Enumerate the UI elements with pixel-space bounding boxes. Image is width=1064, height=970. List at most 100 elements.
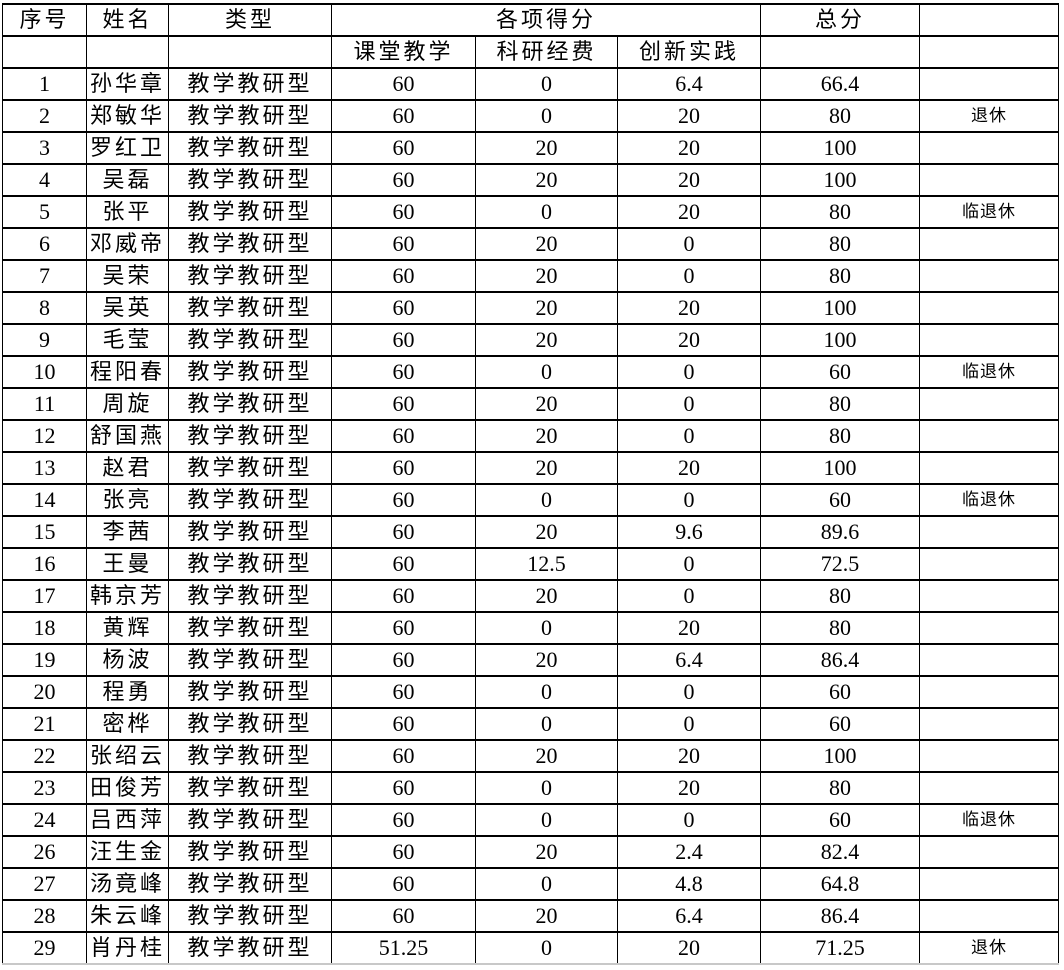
cell-classroom-score: 60 bbox=[331, 451, 476, 485]
cell-index: 1 bbox=[2, 67, 87, 101]
table-row: 19 杨波 教学教研型 60 20 6.4 86.4 bbox=[2, 643, 1059, 677]
cell-name: 汤竟峰 bbox=[86, 867, 169, 901]
cell-total-score: 60 bbox=[760, 483, 920, 517]
cell-index: 17 bbox=[2, 579, 87, 613]
cell-note bbox=[919, 227, 1059, 261]
cell-innovation-score: 0 bbox=[617, 419, 761, 453]
header-row-sub: 课堂教学 科研经费 创新实践 bbox=[2, 35, 1059, 69]
header-index: 序号 bbox=[2, 3, 87, 37]
cell-innovation-score: 0 bbox=[617, 355, 761, 389]
cell-note bbox=[919, 67, 1059, 101]
cell-note bbox=[919, 291, 1059, 325]
cell-total-score: 80 bbox=[760, 387, 920, 421]
cell-name: 汪生金 bbox=[86, 835, 169, 869]
cell-note bbox=[919, 547, 1059, 581]
cell-innovation-score: 20 bbox=[617, 931, 761, 965]
cell-innovation-score: 6.4 bbox=[617, 643, 761, 677]
table-row: 27 汤竟峰 教学教研型 60 0 4.8 64.8 bbox=[2, 867, 1059, 901]
table-row: 22 张绍云 教学教研型 60 20 20 100 bbox=[2, 739, 1059, 773]
cell-research-score: 0 bbox=[475, 483, 618, 517]
cell-index: 11 bbox=[2, 387, 87, 421]
cell-name: 杨波 bbox=[86, 643, 169, 677]
cell-type: 教学教研型 bbox=[168, 483, 332, 517]
table-row: 4 吴磊 教学教研型 60 20 20 100 bbox=[2, 163, 1059, 197]
header-name-empty bbox=[86, 35, 169, 69]
cell-classroom-score: 60 bbox=[331, 835, 476, 869]
table-row: 23 田俊芳 教学教研型 60 0 20 80 bbox=[2, 771, 1059, 805]
cell-name: 程勇 bbox=[86, 675, 169, 709]
cell-research-score: 20 bbox=[475, 387, 618, 421]
cell-note bbox=[919, 739, 1059, 773]
cell-note bbox=[919, 259, 1059, 293]
header-note-empty bbox=[919, 35, 1059, 69]
cell-index: 16 bbox=[2, 547, 87, 581]
cell-innovation-score: 20 bbox=[617, 771, 761, 805]
cell-type: 教学教研型 bbox=[168, 99, 332, 133]
cell-classroom-score: 60 bbox=[331, 707, 476, 741]
cell-index: 21 bbox=[2, 707, 87, 741]
cell-name: 舒国燕 bbox=[86, 419, 169, 453]
table-row: 7 吴荣 教学教研型 60 20 0 80 bbox=[2, 259, 1059, 293]
cell-research-score: 0 bbox=[475, 195, 618, 229]
cell-name: 田俊芳 bbox=[86, 771, 169, 805]
cell-innovation-score: 0 bbox=[617, 259, 761, 293]
cell-research-score: 20 bbox=[475, 131, 618, 165]
cell-type: 教学教研型 bbox=[168, 931, 332, 965]
cell-name: 密桦 bbox=[86, 707, 169, 741]
cell-research-score: 0 bbox=[475, 931, 618, 965]
cell-research-score: 20 bbox=[475, 739, 618, 773]
header-row-main: 序号 姓名 类型 各项得分 总分 bbox=[2, 3, 1059, 37]
header-research-funding: 科研经费 bbox=[475, 35, 618, 69]
table-header: 序号 姓名 类型 各项得分 总分 课堂教学 科研经费 创新实践 bbox=[2, 3, 1059, 69]
cell-index: 28 bbox=[2, 899, 87, 933]
scores-table: 序号 姓名 类型 各项得分 总分 课堂教学 科研经费 创新实践 1 孙华章 教学… bbox=[2, 3, 1059, 965]
cell-classroom-score: 60 bbox=[331, 611, 476, 645]
cell-total-score: 80 bbox=[760, 579, 920, 613]
cell-note bbox=[919, 899, 1059, 933]
cell-note bbox=[919, 675, 1059, 709]
cell-research-score: 20 bbox=[475, 643, 618, 677]
cell-type: 教学教研型 bbox=[168, 291, 332, 325]
cell-type: 教学教研型 bbox=[168, 835, 332, 869]
cell-classroom-score: 60 bbox=[331, 323, 476, 357]
cell-index: 10 bbox=[2, 355, 87, 389]
cell-total-score: 100 bbox=[760, 323, 920, 357]
cell-note bbox=[919, 867, 1059, 901]
cell-innovation-score: 6.4 bbox=[617, 899, 761, 933]
table-row: 14 张亮 教学教研型 60 0 0 60 临退休 bbox=[2, 483, 1059, 517]
cell-index: 15 bbox=[2, 515, 87, 549]
cell-total-score: 72.5 bbox=[760, 547, 920, 581]
cell-classroom-score: 60 bbox=[331, 771, 476, 805]
table-row: 8 吴英 教学教研型 60 20 20 100 bbox=[2, 291, 1059, 325]
cell-research-score: 0 bbox=[475, 67, 618, 101]
cell-research-score: 20 bbox=[475, 579, 618, 613]
cell-classroom-score: 60 bbox=[331, 291, 476, 325]
cell-name: 周旋 bbox=[86, 387, 169, 421]
cell-total-score: 89.6 bbox=[760, 515, 920, 549]
cell-total-score: 80 bbox=[760, 227, 920, 261]
table-body: 1 孙华章 教学教研型 60 0 6.4 66.4 2 郑敏华 教学教研型 60… bbox=[2, 67, 1059, 965]
cell-type: 教学教研型 bbox=[168, 867, 332, 901]
cell-type: 教学教研型 bbox=[168, 163, 332, 197]
cell-total-score: 100 bbox=[760, 291, 920, 325]
cell-research-score: 20 bbox=[475, 163, 618, 197]
header-total-empty bbox=[760, 35, 920, 69]
cell-name: 李茜 bbox=[86, 515, 169, 549]
cell-index: 9 bbox=[2, 323, 87, 357]
cell-index: 5 bbox=[2, 195, 87, 229]
cell-name: 王曼 bbox=[86, 547, 169, 581]
cell-classroom-score: 60 bbox=[331, 803, 476, 837]
table-row: 3 罗红卫 教学教研型 60 20 20 100 bbox=[2, 131, 1059, 165]
cell-classroom-score: 60 bbox=[331, 259, 476, 293]
cell-research-score: 12.5 bbox=[475, 547, 618, 581]
cell-research-score: 20 bbox=[475, 227, 618, 261]
cell-index: 3 bbox=[2, 131, 87, 165]
cell-index: 23 bbox=[2, 771, 87, 805]
cell-type: 教学教研型 bbox=[168, 131, 332, 165]
cell-innovation-score: 20 bbox=[617, 195, 761, 229]
cell-index: 22 bbox=[2, 739, 87, 773]
cell-name: 孙华章 bbox=[86, 67, 169, 101]
cell-research-score: 20 bbox=[475, 899, 618, 933]
header-note bbox=[919, 3, 1059, 37]
cell-classroom-score: 60 bbox=[331, 195, 476, 229]
